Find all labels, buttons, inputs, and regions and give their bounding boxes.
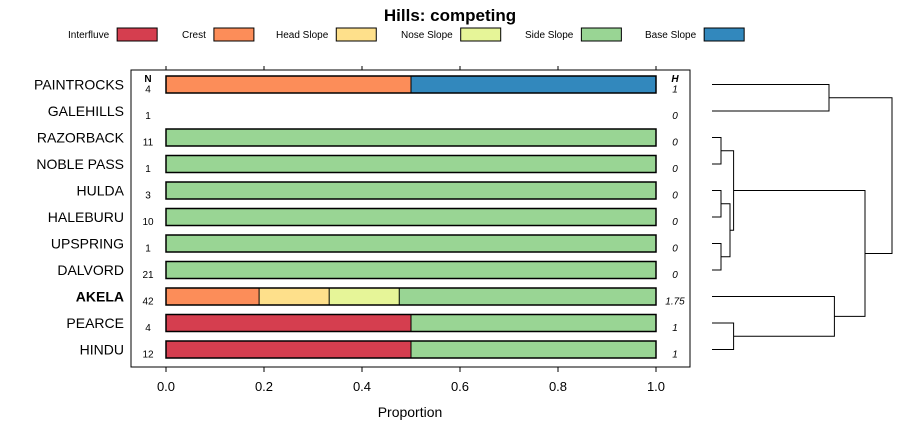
h-header: H xyxy=(671,74,679,85)
category-label-noble-pass: NOBLE PASS xyxy=(36,156,124,172)
bar-paintrocks-crest xyxy=(166,76,411,93)
bar-outline-paintrocks xyxy=(165,75,657,94)
legend-label-interfluve: Interfluve xyxy=(68,30,110,41)
h-value-paintrocks: 1 xyxy=(672,85,678,96)
legend-swatch-base-slope xyxy=(703,27,745,42)
legend: Interfluve Crest Head Slope Nose Slope Side … xyxy=(68,27,745,42)
legend-swatch-side-slope xyxy=(580,27,622,42)
bar-pearce-side-slope xyxy=(411,314,656,332)
h-value-hulda: 0 xyxy=(672,191,678,202)
h-value-haleburu: 0 xyxy=(672,217,678,228)
legend-label-side-slope: Side Slope xyxy=(525,30,574,41)
bar-upspring-side-slope xyxy=(166,235,656,252)
legend-swatch-interfluve xyxy=(116,27,158,42)
bar-akela-side-slope xyxy=(399,288,656,305)
bar-akela-crest xyxy=(166,288,260,305)
n-value-akela: 42 xyxy=(142,297,154,308)
bar-outline-dalvord xyxy=(165,260,657,280)
n-value-paintrocks: 4 xyxy=(145,85,151,96)
legend-swatch-crest xyxy=(213,27,255,42)
n-value-noble-pass: 1 xyxy=(145,164,151,175)
bar-hulda-side-slope xyxy=(166,182,656,199)
h-value-pearce: 1 xyxy=(672,323,678,334)
n-value-razorback: 11 xyxy=(143,138,154,149)
bar-outline-pearce xyxy=(165,313,657,333)
legend-swatch-nose-slope xyxy=(460,27,502,42)
x-tick-label-0-0: 0.0 xyxy=(157,379,175,394)
bar-dalvord-side-slope xyxy=(166,261,656,279)
n-value-hulda: 3 xyxy=(145,191,151,202)
legend-swatch-head-slope xyxy=(335,27,377,42)
x-axis: 0.0 0.2 0.4 0.6 0.8 1.0 xyxy=(157,66,665,394)
bar-outline-upspring xyxy=(165,234,657,253)
h-value-galehills: 0 xyxy=(672,111,678,122)
dendrogram-link-8 xyxy=(712,296,835,337)
bar-haleburu-side-slope xyxy=(166,208,656,226)
bar-hindu-side-slope xyxy=(411,341,656,358)
bar-outline-razorback xyxy=(165,128,657,147)
bar-pearce-interfluve xyxy=(166,314,411,332)
plot-frame xyxy=(130,69,691,368)
bar-razorback-side-slope xyxy=(166,129,656,146)
bar-outline-akela xyxy=(165,287,657,306)
bar-hindu-interfluve xyxy=(166,341,411,358)
bar-noble-pass-side-slope xyxy=(166,155,656,173)
h-value-upspring: 0 xyxy=(672,244,678,255)
h-value-razorback: 0 xyxy=(672,138,678,149)
bar-akela-head-slope xyxy=(259,288,330,305)
bar-outline-haleburu xyxy=(165,207,657,227)
dendrogram-link-5 xyxy=(721,203,731,258)
n-value-hindu: 12 xyxy=(142,350,154,361)
bar-outline-hindu xyxy=(165,340,657,359)
dendrogram-link-4 xyxy=(712,243,722,271)
h-value-dalvord: 0 xyxy=(672,270,678,281)
n-header: N xyxy=(144,74,151,85)
h-value-akela: 1.75 xyxy=(665,297,685,308)
bar-outline-hulda xyxy=(165,181,657,200)
dendrogram-link-9 xyxy=(733,190,866,317)
dendrogram-link-1 xyxy=(712,84,830,112)
category-label-pearce: PEARCE xyxy=(66,315,124,331)
h-value-hindu: 1 xyxy=(672,350,678,361)
bar-akela-nose-slope xyxy=(329,288,400,305)
category-label-hindu: HINDU xyxy=(80,342,124,358)
category-label-upspring: UPSPRING xyxy=(51,236,124,252)
category-label-paintrocks: PAINTROCKS xyxy=(34,77,124,93)
dendrogram-link-10 xyxy=(829,97,893,254)
dendrogram-link-3 xyxy=(712,190,722,218)
n-value-galehills: 1 xyxy=(145,111,151,122)
dendrogram xyxy=(712,84,893,350)
x-axis-label: Proportion xyxy=(378,404,443,420)
category-label-dalvord: DALVORD xyxy=(57,262,124,278)
x-tick-label-0-4: 0.4 xyxy=(353,379,371,394)
category-label-haleburu: HALEBURU xyxy=(48,209,124,225)
category-label-akela: AKELA xyxy=(76,289,124,305)
category-label-galehills: GALEHILLS xyxy=(48,103,124,119)
h-value-noble-pass: 0 xyxy=(672,164,678,175)
n-value-upspring: 1 xyxy=(145,244,151,255)
x-tick-label-0-8: 0.8 xyxy=(549,379,567,394)
chart-title: Hills: competing xyxy=(384,6,516,25)
legend-label-nose-slope: Nose Slope xyxy=(401,30,453,41)
legend-label-crest: Crest xyxy=(182,30,206,41)
legend-label-head-slope: Head Slope xyxy=(276,30,329,41)
bar-paintrocks-base-slope xyxy=(411,76,656,93)
x-tick-label-0-6: 0.6 xyxy=(451,379,469,394)
x-tick-label-0-2: 0.2 xyxy=(255,379,273,394)
n-value-dalvord: 21 xyxy=(142,270,154,281)
x-tick-label-1-0: 1.0 xyxy=(647,379,665,394)
dendrogram-link-7 xyxy=(712,322,735,350)
dendrogram-link-2 xyxy=(712,137,722,165)
dendrogram-link-6 xyxy=(721,150,735,231)
legend-label-base-slope: Base Slope xyxy=(645,30,697,41)
bar-outline-noble-pass xyxy=(165,154,657,174)
n-value-pearce: 4 xyxy=(145,323,151,334)
category-label-hulda: HULDA xyxy=(77,183,125,199)
category-label-razorback: RAZORBACK xyxy=(37,130,125,146)
n-value-haleburu: 10 xyxy=(142,217,154,228)
